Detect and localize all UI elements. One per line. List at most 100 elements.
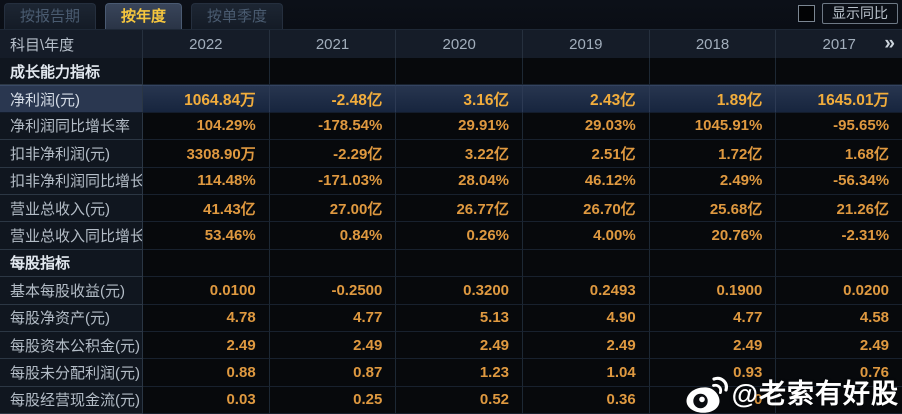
table-row: 营业总收入(元) 41.43亿 27.00亿 26.77亿 26.70亿 25.68亿 21…	[0, 194, 902, 223]
tab-by-report-period[interactable]: 按报告期	[4, 3, 97, 29]
cell-value: -171.03%	[269, 167, 397, 195]
cell-value: 4.00%	[523, 222, 650, 250]
table-row: 每股未分配利润(元) 0.88 0.87 1.23 1.04 0.93 0.76	[0, 359, 902, 387]
cell-value: 0.0200	[776, 277, 902, 305]
cell-value: 1064.84万	[143, 85, 270, 113]
cell-value: 0.3200	[396, 277, 524, 305]
show-yoy-label[interactable]: 显示同比	[822, 3, 898, 24]
cell-value: 0	[649, 386, 777, 414]
table-row: 基本每股收益(元) 0.0100 -0.2500 0.3200 0.2493 0.1900…	[0, 277, 902, 305]
cell-value: 0.03	[143, 386, 270, 414]
row-label: 扣非净利润(元)	[0, 140, 143, 168]
corner-header-label: 科目\年度	[0, 30, 143, 58]
tab-by-year[interactable]: 按年度	[105, 3, 183, 29]
year-column-header: 2018	[650, 30, 777, 58]
cell-value: 3.16亿	[396, 85, 524, 113]
cell-value: 2.49%	[649, 167, 777, 195]
cell-value: -2.48亿	[269, 85, 397, 113]
cell-value: 25.68亿	[649, 194, 777, 223]
table-row: 扣非净利润(元) 3308.90万 -2.29亿 3.22亿 2.51亿 1.72亿 1.6…	[0, 140, 902, 168]
cell-value: 0.25	[269, 386, 397, 414]
cell-value: 1.23	[396, 359, 524, 387]
section-header-row: 成长能力指标	[0, 58, 902, 86]
cell-value: 1.68亿	[776, 140, 902, 168]
show-yoy-checkbox[interactable]	[798, 5, 815, 22]
table-row: 净利润同比增长率 104.29% -178.54% 29.91% 29.03% 1045.…	[0, 112, 902, 141]
table-header-row: 科目\年度 2022 2021 2020 2019 2018 2017 »	[0, 29, 902, 58]
cell-value	[523, 58, 650, 86]
cell-value: 41.43亿	[143, 194, 270, 223]
cell-value: 1.89亿	[649, 85, 777, 113]
cell-value: 28.04%	[396, 167, 524, 195]
cell-value: 27.00亿	[269, 194, 397, 223]
cell-value	[523, 249, 650, 278]
cell-value: 0.36	[523, 386, 650, 414]
year-column-header: 2017	[822, 35, 856, 53]
cell-value: 0.84%	[269, 222, 397, 250]
cell-value: 2.49	[523, 331, 650, 360]
cell-value: 2.49	[649, 331, 777, 360]
period-tabs: 按报告期 按年度 按单季度	[4, 3, 292, 29]
cell-value: 0.76	[776, 359, 902, 387]
row-label: 营业总收入(元)	[0, 194, 143, 223]
cell-value: -0.2500	[269, 277, 397, 305]
cell-value	[776, 58, 902, 86]
cell-value: 2.49	[143, 331, 270, 360]
cell-value: 0.1900	[649, 277, 777, 305]
cell-value: 0.0100	[143, 277, 270, 305]
cell-value: 29.91%	[396, 112, 524, 141]
cell-value: 46.12%	[523, 167, 650, 195]
cell-value: 4.78	[143, 304, 270, 332]
year-headers: 2022 2021 2020 2019 2018 2017	[143, 30, 902, 58]
cell-value: 29.03%	[523, 112, 650, 141]
row-label: 每股资本公积金(元)	[0, 331, 143, 360]
cell-value: 4.77	[649, 304, 777, 332]
cell-value: 2.43亿	[523, 85, 650, 113]
cell-value: 1.72亿	[649, 140, 777, 168]
year-column-header: 2022	[143, 30, 270, 58]
cell-value: -2.31%	[776, 222, 902, 250]
cell-value: 2.51亿	[523, 140, 650, 168]
table-row: 每股净资产(元) 4.78 4.77 5.13 4.90 4.77 4.58	[0, 304, 902, 332]
cell-value: 0.93	[649, 359, 777, 387]
row-label: 营业总收入同比增长率	[0, 222, 143, 250]
cell-value: 53.46%	[143, 222, 270, 250]
yoy-controls: 显示同比	[798, 3, 898, 24]
cell-value: 3308.90万	[143, 140, 270, 168]
tab-by-quarter[interactable]: 按单季度	[191, 3, 284, 29]
cell-value: 21.26亿	[776, 194, 902, 223]
cell-value: 3.22亿	[396, 140, 524, 168]
cell-value	[396, 58, 524, 86]
year-column-header: 2019	[523, 30, 650, 58]
cell-value: 0.2493	[523, 277, 650, 305]
cell-value: 0.52	[396, 386, 524, 414]
row-label: 扣非净利润同比增长率	[0, 167, 143, 195]
section-label: 成长能力指标	[0, 58, 143, 86]
section-label: 每股指标	[0, 249, 143, 278]
cell-value	[776, 386, 902, 414]
cell-value	[649, 249, 777, 278]
cell-value: 0.87	[269, 359, 397, 387]
cell-value: 4.90	[523, 304, 650, 332]
cell-value: -95.65%	[776, 112, 902, 141]
cell-value	[143, 249, 270, 278]
cell-value: 104.29%	[143, 112, 270, 141]
cell-value: 1.04	[523, 359, 650, 387]
table-row: 营业总收入同比增长率53.46%0.84%0.26%4.00%20.76%-2.…	[0, 222, 902, 250]
cell-value: 2.49	[776, 331, 902, 360]
row-label: 每股经营现金流(元)	[0, 386, 143, 414]
cell-value: 4.58	[776, 304, 902, 332]
row-label: 每股净资产(元)	[0, 304, 143, 332]
cell-value: -56.34%	[776, 167, 902, 195]
row-label: 净利润(元)	[0, 85, 143, 113]
cell-value	[396, 249, 524, 278]
cell-value: -2.29亿	[269, 140, 397, 168]
cell-value: 114.48%	[143, 167, 270, 195]
section-header-row: 每股指标	[0, 249, 902, 278]
year-column-header: 2021	[270, 30, 397, 58]
cell-value: 0.26%	[396, 222, 524, 250]
more-years-chevron-icon[interactable]: »	[884, 33, 895, 54]
cell-value	[269, 249, 397, 278]
cell-value: 26.77亿	[396, 194, 524, 223]
